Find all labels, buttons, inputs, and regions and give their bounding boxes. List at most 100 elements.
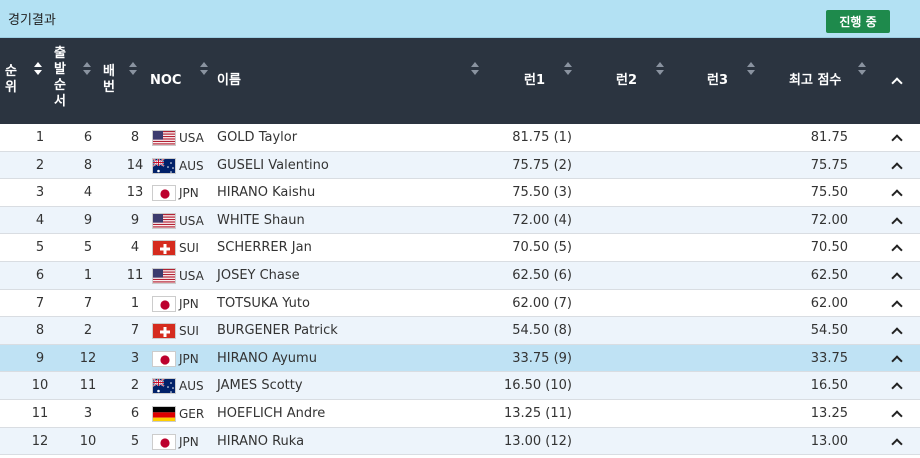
rank-cell: 5 [35, 240, 45, 256]
table-row[interactable]: 6 1 11 USA JOSEY Chase 62.50 (6) 62.50 [0, 261, 920, 290]
noc-cell: AUS [179, 379, 204, 394]
start-order-cell: 3 [83, 405, 93, 421]
best-score-cell: 75.50 [810, 185, 848, 201]
athlete-name-cell[interactable]: TOTSUKA Yuto [217, 295, 310, 311]
bib-cell: 6 [130, 405, 140, 421]
sort-best-score-icon[interactable] [858, 62, 867, 76]
table-row[interactable]: 9 12 3 JPN HIRANO Ayumu 33.75 (9) 33.75 [0, 344, 920, 373]
expand-row-chevron-icon[interactable] [891, 299, 903, 312]
expand-row-chevron-icon[interactable] [891, 244, 903, 257]
bib-cell: 14 [126, 157, 144, 173]
expand-row-chevron-icon[interactable] [891, 217, 903, 229]
expand-row-chevron-icon[interactable] [891, 410, 903, 422]
japan-flag-icon [152, 185, 176, 202]
athlete-name-cell[interactable]: WHITE Shaun [217, 212, 305, 228]
bib-cell: 9 [130, 212, 140, 228]
table-row[interactable]: 7 7 1 JPN TOTSUKA Yuto 62.00 (7) 62.00 [0, 290, 920, 318]
col-run3[interactable]: 런3 [707, 73, 729, 88]
usa-flag-icon [152, 267, 176, 284]
sort-run1-icon[interactable] [564, 62, 573, 76]
run1-cell: 62.50 (6) [512, 267, 572, 283]
germany-flag-icon [152, 405, 176, 422]
best-score-cell: 72.00 [810, 212, 848, 228]
noc-cell: JPN [179, 434, 199, 449]
table-row[interactable]: 11 3 6 GER HOEFLICH Andre 13.25 (11) 13.25 [0, 400, 920, 428]
sort-name-icon[interactable] [471, 62, 480, 76]
sort-start-order-icon[interactable] [83, 62, 92, 76]
table-row[interactable]: 1 6 8 USA GOLD Taylor 81.75 (1) 81.75 [0, 124, 920, 152]
start-order-cell: 1 [83, 267, 93, 283]
expand-row-chevron-icon[interactable] [891, 327, 903, 339]
rank-cell: 3 [35, 185, 45, 201]
noc-cell: JPN [179, 186, 199, 201]
table-row[interactable]: 2 8 14 AUS GUSELI Valentino 75.75 (2) 75.75 [0, 151, 920, 180]
col-run1[interactable]: 런1 [524, 73, 546, 88]
athlete-name-cell[interactable]: SCHERRER Jan [217, 240, 312, 256]
best-score-cell: 70.50 [810, 240, 848, 256]
expand-row-chevron-icon[interactable] [891, 189, 903, 201]
athlete-name-cell[interactable]: GOLD Taylor [217, 130, 298, 145]
table-row[interactable]: 8 2 7 SUI BURGENER Patrick 54.50 (8) 54.50 [0, 317, 920, 345]
athlete-name-cell[interactable]: HIRANO Ruka [217, 433, 305, 449]
start-order-cell: 11 [79, 378, 97, 394]
japan-flag-icon [152, 350, 176, 367]
bib-cell: 1 [130, 295, 140, 311]
table-row[interactable]: 3 4 13 JPN HIRANO Kaishu 75.50 (3) 75.50 [0, 179, 920, 207]
rank-cell: 12 [31, 433, 49, 449]
col-bib[interactable]: 배 번 [103, 64, 115, 95]
table-row[interactable]: 12 10 5 JPN HIRANO Ruka 13.00 (12) 13.00 [0, 427, 920, 456]
noc-cell: USA [179, 131, 204, 145]
athlete-name-cell[interactable]: JOSEY Chase [217, 267, 300, 283]
noc-cell: JPN [179, 296, 199, 311]
col-name[interactable]: 이름 [217, 73, 241, 88]
athlete-name-cell[interactable]: GUSELI Valentino [217, 157, 329, 173]
bib-cell: 7 [130, 323, 140, 339]
rank-cell: 11 [31, 405, 49, 421]
sort-run3-icon[interactable] [747, 62, 756, 76]
expand-row-chevron-icon[interactable] [891, 272, 903, 284]
collapse-all-chevron-icon[interactable] [891, 77, 903, 89]
expand-row-chevron-icon[interactable] [891, 161, 903, 174]
noc-cell: USA [179, 268, 204, 283]
expand-row-chevron-icon[interactable] [891, 134, 903, 146]
run1-cell: 75.75 (2) [512, 157, 572, 173]
live-status-button[interactable]: 진행 중 [826, 10, 890, 33]
expand-row-chevron-icon[interactable] [891, 382, 903, 395]
rank-cell: 6 [35, 267, 45, 283]
results-title-bar: 경기결과 진행 중 [0, 0, 920, 38]
athlete-name-cell[interactable]: HOEFLICH Andre [217, 405, 326, 421]
best-score-cell: 81.75 [810, 130, 848, 145]
bib-cell: 5 [130, 433, 140, 449]
best-score-cell: 16.50 [810, 378, 848, 394]
col-noc[interactable]: NOC [150, 73, 182, 88]
run1-cell: 13.00 (12) [503, 433, 572, 449]
start-order-cell: 5 [83, 240, 93, 256]
best-score-cell: 62.00 [810, 295, 848, 311]
sort-rank-icon[interactable] [34, 62, 43, 76]
athlete-name-cell[interactable]: BURGENER Patrick [217, 323, 338, 339]
col-best-score[interactable]: 최고 점수 [789, 73, 842, 88]
expand-row-chevron-icon[interactable] [891, 437, 903, 450]
table-row[interactable]: 5 5 4 SUI SCHERRER Jan 70.50 (5) 70.50 [0, 234, 920, 262]
table-row[interactable]: 10 11 2 AUS JAMES Scotty 16.50 (10) 16.50 [0, 372, 920, 400]
sort-run2-icon[interactable] [656, 62, 665, 76]
run1-cell: 54.50 (8) [512, 323, 572, 339]
athlete-name-cell[interactable]: HIRANO Ayumu [217, 350, 317, 366]
start-order-cell: 10 [79, 433, 97, 449]
sort-noc-icon[interactable] [200, 62, 209, 76]
bib-cell: 11 [126, 267, 144, 283]
col-rank[interactable]: 순 위 [5, 64, 17, 95]
best-score-cell: 54.50 [810, 323, 848, 339]
best-score-cell: 13.25 [810, 405, 848, 421]
expand-row-chevron-icon[interactable] [891, 355, 903, 367]
usa-flag-icon [152, 212, 176, 229]
athlete-name-cell[interactable]: HIRANO Kaishu [217, 185, 316, 201]
table-row[interactable]: 4 9 9 USA WHITE Shaun 72.00 (4) 72.00 [0, 206, 920, 235]
rank-cell: 7 [35, 295, 45, 311]
noc-cell: USA [179, 213, 204, 228]
athlete-name-cell[interactable]: JAMES Scotty [217, 378, 303, 394]
col-start-order[interactable]: 출 발 순 서 [54, 46, 66, 109]
results-table-body: 1 6 8 USA GOLD Taylor 81.75 (1) 81.75 2 8 14 AUS GU… [0, 124, 920, 456]
col-run2[interactable]: 런2 [616, 73, 638, 88]
sort-bib-icon[interactable] [129, 62, 138, 76]
